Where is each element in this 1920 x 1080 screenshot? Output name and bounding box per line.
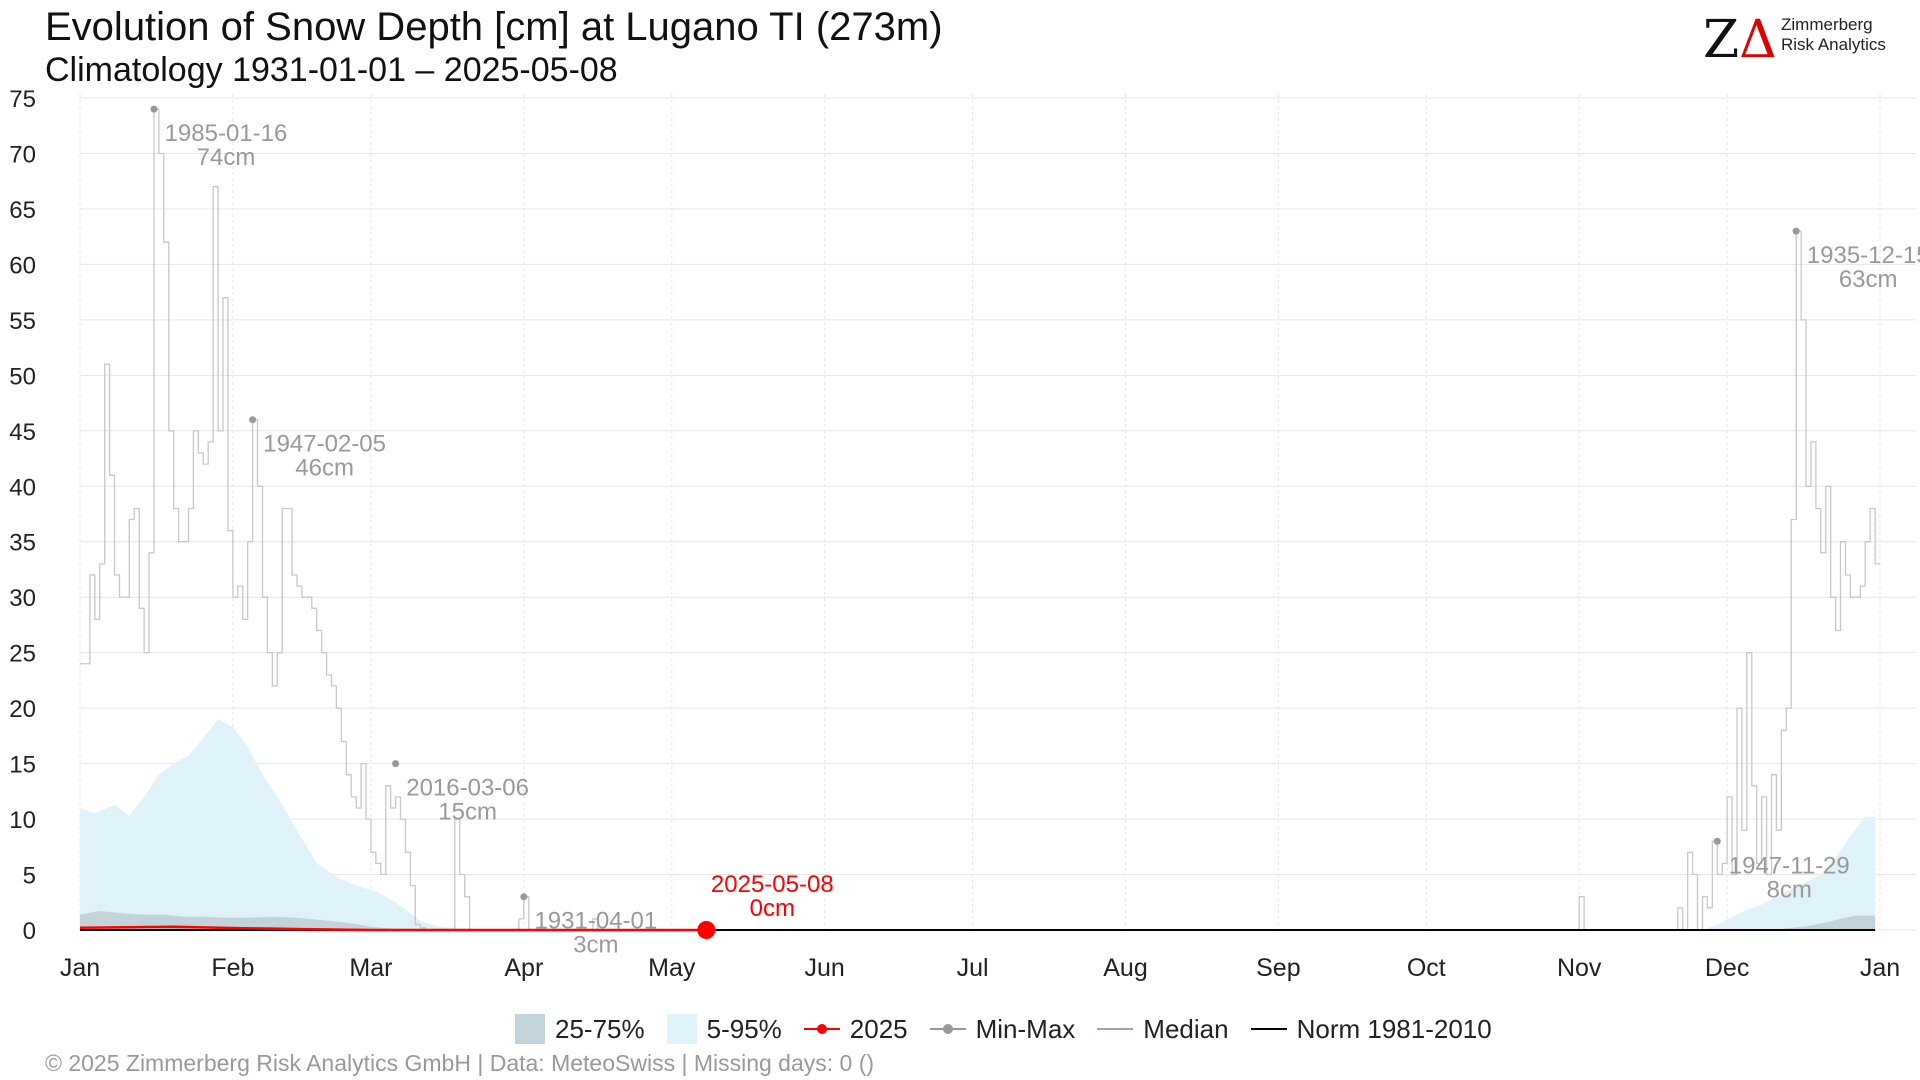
legend-label: 25-75%	[555, 1013, 645, 1044]
x-tick-label: Jan	[1860, 954, 1900, 982]
y-tick-label: 50	[9, 363, 36, 390]
extreme-value-label: 63cm	[1839, 266, 1898, 293]
legend-item: Norm 1981-2010	[1250, 1013, 1492, 1045]
extreme-date-label: 1935-12-15	[1807, 242, 1920, 269]
legend-item: 5-95%	[666, 1013, 782, 1045]
legend-label: Norm 1981-2010	[1296, 1013, 1492, 1044]
snow-depth-chart: 1985-01-1674cm1947-02-0546cm2016-03-0615…	[9, 86, 1920, 982]
extreme-date-label: 1947-02-05	[263, 431, 386, 458]
extreme-date-label: 1931-04-01	[534, 908, 657, 935]
legend-key	[929, 1014, 966, 1044]
y-tick-label: 10	[9, 807, 36, 834]
legend-key	[1097, 1014, 1134, 1044]
x-tick-label: Jul	[957, 954, 989, 982]
extreme-value-label: 74cm	[197, 144, 256, 171]
company-logo: ZΔ Zimmerberg Risk Analytics	[1703, 10, 1903, 70]
x-tick-label: Nov	[1557, 954, 1602, 982]
extreme-point	[249, 416, 257, 424]
extreme-date-label: 2016-03-06	[406, 775, 529, 802]
y-tick-label: 30	[9, 585, 36, 612]
x-tick-label: Mar	[349, 954, 392, 982]
current-date-label: 2025-05-08	[711, 871, 834, 898]
x-tick-label: Jun	[805, 954, 845, 982]
y-tick-label: 25	[9, 641, 36, 668]
x-tick-label: Oct	[1407, 954, 1446, 982]
y-tick-label: 15	[9, 752, 36, 779]
extreme-point	[392, 760, 400, 768]
extreme-point	[1713, 837, 1721, 845]
extreme-value-label: 46cm	[295, 455, 354, 482]
x-tick-label: Dec	[1705, 954, 1749, 982]
extreme-point	[1792, 227, 1800, 235]
logo-delta: Δ	[1739, 10, 1777, 70]
y-tick-label: 75	[9, 86, 36, 113]
y-tick-label: 60	[9, 252, 36, 279]
y-tick-label: 70	[9, 141, 36, 168]
legend-key	[666, 1014, 697, 1044]
legend-item: 2025	[803, 1013, 908, 1045]
logo-mark: ZΔ	[1703, 10, 1777, 70]
extreme-point	[150, 105, 158, 113]
logo-z: Z	[1703, 10, 1740, 70]
x-tick-label: Aug	[1103, 954, 1147, 982]
current-point	[697, 921, 716, 939]
extreme-value-label: 3cm	[573, 932, 618, 959]
legend-item: Min-Max	[929, 1013, 1076, 1045]
legend-label: 2025	[849, 1013, 908, 1044]
copyright-footer: © 2025 Zimmerberg Risk Analytics GmbH | …	[45, 1050, 875, 1076]
y-tick-label: 35	[9, 530, 36, 557]
current-value-label: 0cm	[750, 895, 795, 922]
legend-label: Median	[1143, 1013, 1229, 1044]
y-tick-label: 45	[9, 419, 36, 446]
extreme-value-label: 8cm	[1767, 876, 1812, 903]
extreme-value-label: 15cm	[438, 799, 497, 826]
extreme-point	[520, 893, 528, 901]
max-line	[80, 108, 1880, 931]
chart-subtitle: Climatology 1931-01-01 – 2025-05-08	[45, 51, 618, 89]
band-5-95	[80, 719, 1876, 930]
chart-title: Evolution of Snow Depth [cm] at Lugano T…	[45, 5, 943, 49]
logo-line-1: Zimmerberg	[1781, 15, 1873, 34]
extreme-date-label: 1985-01-16	[165, 120, 288, 147]
legend-label: Min-Max	[975, 1013, 1076, 1044]
chart-legend: 25-75% 5-95% 2025 Min-Max Median Norm 1981-20…	[515, 1010, 1514, 1048]
legend-key	[803, 1014, 840, 1044]
legend-key	[515, 1014, 545, 1044]
logo-text: Zimmerberg Risk Analytics	[1781, 15, 1886, 55]
current-2025-line	[79, 925, 707, 932]
y-tick-label: 5	[23, 863, 36, 890]
legend-item: Median	[1097, 1013, 1229, 1045]
logo-line-2: Risk Analytics	[1781, 35, 1886, 54]
legend-label: 5-95%	[706, 1013, 782, 1044]
legend-key	[1250, 1014, 1287, 1044]
y-tick-label: 65	[9, 197, 36, 224]
legend-item: 25-75%	[515, 1014, 645, 1045]
x-tick-label: Apr	[504, 954, 543, 982]
y-tick-label: 55	[9, 308, 36, 335]
x-tick-label: May	[648, 954, 696, 982]
y-tick-label: 20	[9, 696, 36, 723]
extreme-date-label: 1947-11-29	[1729, 852, 1850, 879]
y-tick-label: 0	[23, 918, 36, 945]
x-tick-label: Jan	[60, 954, 100, 982]
x-tick-label: Feb	[211, 954, 254, 982]
y-tick-label: 40	[9, 474, 36, 501]
x-tick-label: Sep	[1256, 954, 1300, 982]
